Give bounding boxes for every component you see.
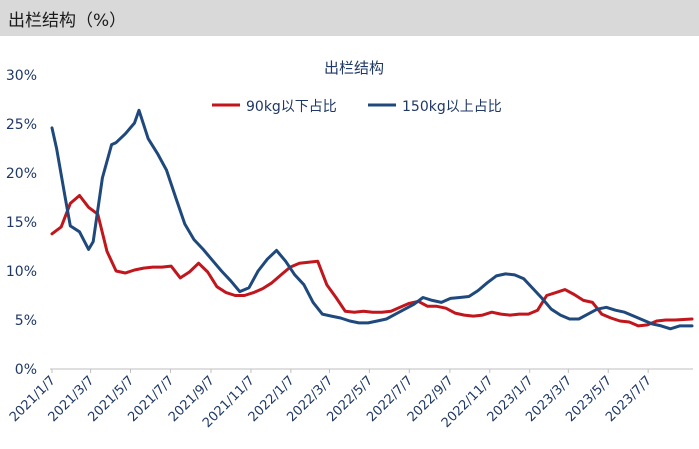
- legend: 90kg以下占比 150kg以上占比: [212, 99, 502, 115]
- header-bar: 出栏结构（%）: [0, 0, 699, 36]
- y-tick-label: 0%: [15, 362, 37, 378]
- series-group: [50, 108, 694, 331]
- page-title: 出栏结构（%）: [8, 11, 127, 31]
- chart-title: 出栏结构: [324, 59, 384, 77]
- y-tick-label: 30%: [6, 68, 37, 84]
- y-tick-label: 10%: [6, 264, 37, 280]
- series-line-90kg: [50, 194, 694, 328]
- y-tick-label: 25%: [6, 117, 37, 133]
- y-axis: 0% 5% 10% 15% 20% 25% 30%: [6, 68, 37, 378]
- legend-label-150kg: 150kg以上占比: [402, 99, 502, 115]
- legend-label-90kg: 90kg以下占比: [246, 99, 337, 115]
- y-tick-label: 5%: [15, 313, 37, 329]
- y-tick-label: 20%: [6, 166, 37, 182]
- y-tick-label: 15%: [6, 215, 37, 231]
- x-axis: 2021/1/72021/3/72021/5/72021/7/72021/9/7…: [7, 369, 655, 431]
- series-line-150kg: [50, 108, 694, 331]
